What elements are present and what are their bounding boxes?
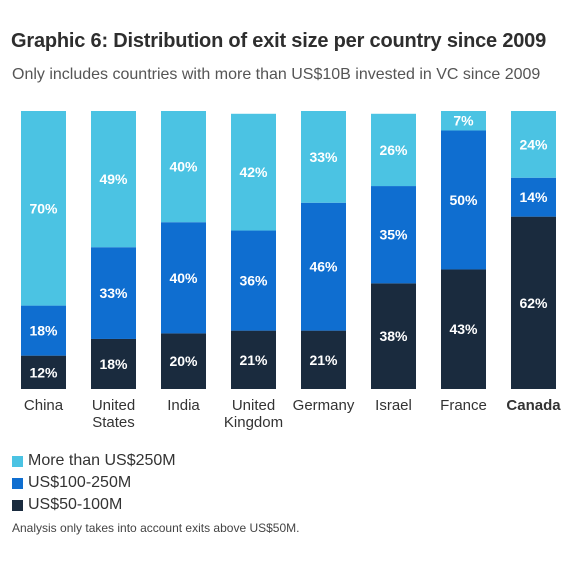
x-tick-label-china: China	[24, 397, 64, 414]
bar-segment-germany-more-than-us-250m	[301, 111, 346, 203]
bar-segment-india-us-100-250m	[161, 222, 206, 334]
bar-segment-germany-us-100-250m	[301, 202, 346, 331]
bar-segment-china-us-50-100m	[21, 355, 66, 389]
data-label-israel-more-than-us-250m: 26%	[379, 142, 408, 158]
data-label-germany-us-50-100m: 21%	[309, 352, 338, 368]
data-label-france-us-50-100m: 43%	[449, 321, 478, 337]
bar-segment-united-kingdom-us-100-250m	[231, 230, 276, 331]
data-label-canada-more-than-us-250m: 24%	[519, 136, 548, 152]
bar-segment-united-kingdom-us-50-100m	[231, 330, 276, 389]
x-tick-label-canada: Canada	[506, 397, 561, 414]
data-label-india-more-than-us-250m: 40%	[169, 159, 198, 175]
data-label-india-us-50-100m: 20%	[169, 353, 198, 369]
x-tick-label-united-kingdom: United Kingdom	[224, 397, 283, 431]
bar-segment-israel-us-100-250m	[371, 186, 416, 284]
legend-swatch-mid	[12, 477, 23, 489]
bar-segment-israel-more-than-us-250m	[371, 113, 416, 187]
bar-segment-france-us-50-100m	[441, 269, 486, 389]
data-label-united-kingdom-more-than-us-250m: 42%	[239, 164, 268, 180]
bar-segment-united-kingdom-more-than-us-250m	[231, 113, 276, 231]
bar-segment-china-us-100-250m	[21, 305, 66, 356]
bar-segment-france-us-100-250m	[441, 130, 486, 270]
stacked-bar-chart: 12% 18% 70% China 18% 33% 49% United States 20% 40…	[21, 111, 561, 431]
data-label-china-us-50-100m: 12%	[29, 364, 58, 380]
x-tick-label-united-states: United States	[92, 397, 135, 431]
bar-segment-france-more-than-us-250m	[441, 111, 486, 131]
legend-swatch-small	[12, 499, 23, 511]
legend-swatch-large	[12, 455, 23, 467]
x-tick-label-germany: Germany	[293, 397, 355, 414]
footnote: Analysis only takes into account exits a…	[12, 521, 300, 535]
bar-segment-canada-us-100-250m	[511, 177, 556, 217]
bar-segment-china-more-than-us-250m	[21, 111, 66, 306]
data-label-israel-us-100-250m: 35%	[379, 227, 408, 243]
legend-label-large: More than US$250M	[28, 452, 176, 469]
data-label-china-more-than-us-250m: 70%	[29, 200, 58, 216]
bar-segment-united-states-us-50-100m	[91, 338, 136, 389]
chart-subtitle: Only includes countries with more than U…	[12, 66, 541, 83]
legend-item-large: More than US$250M	[12, 450, 176, 472]
data-label-france-us-100-250m: 50%	[449, 192, 478, 208]
data-label-germany-us-100-250m: 46%	[309, 259, 338, 275]
legend-label-mid: US$100-250M	[28, 474, 132, 491]
bar-segment-germany-us-50-100m	[301, 330, 346, 389]
data-label-united-kingdom-us-50-100m: 21%	[239, 352, 268, 368]
data-label-united-states-us-50-100m: 18%	[99, 356, 128, 372]
legend-item-mid: US$100-250M	[12, 472, 176, 494]
data-label-united-states-more-than-us-250m: 49%	[99, 171, 128, 187]
bar-segment-united-states-us-100-250m	[91, 247, 136, 339]
data-label-france-more-than-us-250m: 7%	[453, 113, 474, 129]
chart-title: Graphic 6: Distribution of exit size per…	[11, 30, 547, 52]
bar-segment-israel-us-50-100m	[371, 283, 416, 389]
data-label-canada-us-100-250m: 14%	[519, 189, 548, 205]
data-label-germany-more-than-us-250m: 33%	[309, 149, 338, 165]
data-label-israel-us-50-100m: 38%	[379, 328, 408, 344]
x-tick-label-israel: Israel	[375, 397, 412, 414]
bar-segment-united-states-more-than-us-250m	[91, 111, 136, 248]
data-label-china-us-100-250m: 18%	[29, 323, 58, 339]
data-label-united-states-us-100-250m: 33%	[99, 285, 128, 301]
bar-segment-india-more-than-us-250m	[161, 111, 206, 223]
legend-label-small: US$50-100M	[28, 496, 123, 513]
data-label-united-kingdom-us-100-250m: 36%	[239, 273, 268, 289]
legend-item-small: US$50-100M	[12, 494, 176, 516]
data-label-india-us-100-250m: 40%	[169, 270, 198, 286]
bar-segment-india-us-50-100m	[161, 333, 206, 389]
x-tick-label-france: France	[440, 397, 487, 414]
x-tick-label-india: India	[167, 397, 200, 414]
data-label-canada-us-50-100m: 62%	[519, 295, 548, 311]
legend: More than US$250M US$100-250M US$50-100M	[12, 450, 176, 516]
bar-segment-canada-more-than-us-250m	[511, 111, 556, 178]
bar-segment-canada-us-50-100m	[511, 216, 556, 389]
